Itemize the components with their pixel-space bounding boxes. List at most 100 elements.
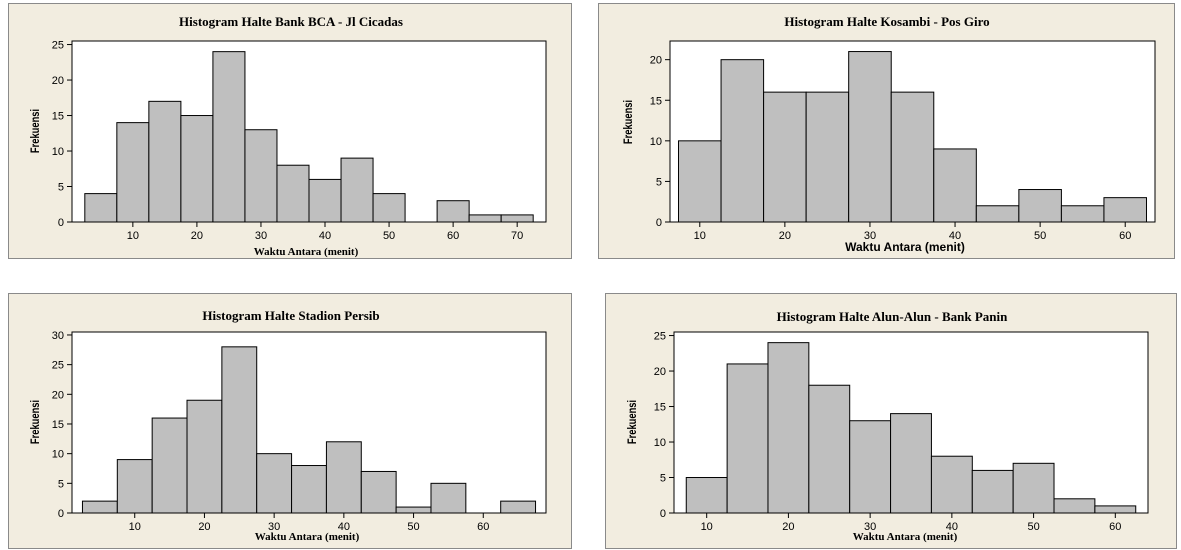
histogram-bar (890, 91, 935, 223)
histogram-bar (726, 363, 769, 514)
chart-title: Histogram Halte Stadion Persib (202, 308, 379, 323)
x-axis-label: Waktu Antara (menit) (255, 531, 360, 543)
x-tick-label: 30 (268, 521, 280, 533)
y-tick-label: 5 (656, 176, 662, 188)
x-tick-label: 50 (407, 521, 419, 533)
histogram-bar (340, 157, 374, 223)
chart-title: Histogram Halte Bank BCA - Jl Cicadas (179, 14, 403, 29)
plot-area: 0 5 10 15 20 25 30 10 20 30 40 50 60 (52, 330, 547, 533)
y-tick-label: 0 (656, 217, 662, 229)
y-tick-label: 0 (58, 217, 64, 229)
histogram-bar (81, 500, 118, 514)
histogram-bar (395, 506, 432, 514)
histogram-bar (186, 399, 223, 514)
y-tick-label: 20 (650, 55, 662, 67)
histogram-bar (1018, 189, 1062, 223)
y-tick-label: 5 (58, 182, 64, 194)
histogram-bar (325, 441, 362, 514)
histogram-bar (148, 100, 182, 223)
y-axis-label: Frekuensi (626, 400, 639, 444)
x-tick-label: 50 (1027, 521, 1039, 533)
histogram-bar (720, 59, 765, 223)
histogram-bar (308, 178, 342, 223)
y-tick-label: 10 (650, 136, 662, 148)
histogram-bar (151, 417, 188, 514)
plot-area: 0 5 10 15 20 10 20 30 40 50 60 (650, 40, 1156, 242)
x-tick-label: 40 (319, 230, 331, 242)
histogram-bar (430, 482, 467, 514)
x-tick-label: 40 (946, 521, 958, 533)
y-tick-label: 10 (654, 437, 666, 449)
x-tick-label: 20 (191, 230, 203, 242)
y-tick-label: 15 (650, 95, 662, 107)
x-tick-label: 50 (1034, 230, 1046, 242)
histogram-bar (933, 148, 977, 223)
histogram-bar (116, 122, 150, 223)
chart-title: Histogram Halte Alun-Alun - Bank Panin (777, 309, 1009, 324)
x-tick-label: 60 (447, 230, 459, 242)
x-tick-label: 10 (127, 230, 139, 242)
histogram-chart: 0 5 10 15 20 25 30 10 20 30 40 50 60 Histogram Halte … (29, 308, 547, 543)
histogram-bar (244, 129, 278, 223)
x-tick-label: 10 (701, 521, 713, 533)
histogram-bar (848, 51, 892, 223)
x-tick-label: 40 (949, 230, 961, 242)
histogram-bar (84, 193, 118, 223)
y-tick-label: 25 (52, 360, 64, 372)
histogram-bar (808, 384, 851, 514)
y-tick-label: 25 (52, 40, 64, 52)
y-tick-label: 25 (654, 331, 666, 343)
plot-area: 0 5 10 15 20 25 10 20 30 40 50 60 (654, 331, 1149, 533)
histogram-bar (372, 193, 406, 223)
histogram-panel-bank-bca: 0 5 10 15 20 25 10 20 30 40 50 60 70 Histogram Halte … (8, 3, 572, 259)
histogram-bar (1053, 498, 1096, 514)
histogram-bar (212, 51, 246, 223)
x-tick-label: 20 (782, 521, 794, 533)
histogram-panel-stadion-persib: 0 5 10 15 20 25 30 10 20 30 40 50 60 Histogram Halte … (8, 293, 572, 549)
histogram-bar (360, 470, 397, 514)
y-tick-label: 0 (660, 508, 666, 520)
x-tick-label: 60 (1109, 521, 1121, 533)
histogram-bar (890, 413, 932, 514)
histogram-bar (1060, 205, 1105, 223)
y-tick-label: 10 (52, 146, 64, 158)
histogram-bar (767, 342, 810, 514)
x-tick-label: 40 (338, 521, 350, 533)
y-tick-label: 5 (660, 473, 666, 485)
histogram-bar (468, 214, 502, 223)
y-tick-label: 15 (654, 402, 666, 414)
x-tick-label: 60 (477, 521, 489, 533)
histogram-bar (180, 115, 214, 223)
histogram-panel-kosambi: 0 5 10 15 20 10 20 30 40 50 60 Histogram Halte Kosa… (598, 3, 1175, 259)
histogram-chart: 0 5 10 15 20 25 10 20 30 40 50 60 70 Histogram Halte … (29, 14, 547, 258)
x-tick-label: 10 (694, 230, 706, 242)
x-tick-label: 20 (198, 521, 210, 533)
histogram-bar (500, 500, 537, 514)
x-tick-label: 30 (864, 230, 876, 242)
y-tick-label: 20 (52, 75, 64, 87)
histogram-bar (805, 91, 850, 223)
y-axis-label: Frekuensi (622, 100, 635, 144)
y-tick-label: 5 (58, 478, 64, 490)
histogram-bar (1103, 197, 1147, 223)
histogram-bar (1012, 462, 1055, 514)
histogram-bar (276, 164, 310, 223)
y-tick-label: 30 (52, 330, 64, 342)
histogram-bar (678, 140, 722, 223)
y-tick-label: 15 (52, 419, 64, 431)
histogram-bar (971, 469, 1014, 514)
x-axis-label: Waktu Antara (menit) (845, 240, 965, 254)
x-tick-label: 60 (1119, 230, 1131, 242)
y-tick-label: 0 (58, 508, 64, 520)
histogram-bar (116, 459, 153, 514)
histogram-bar (291, 465, 327, 514)
x-tick-label: 10 (129, 521, 141, 533)
y-tick-label: 20 (52, 389, 64, 401)
histogram-bar (849, 420, 892, 514)
histogram-bar (685, 477, 728, 514)
y-tick-label: 15 (52, 111, 64, 123)
x-tick-label: 30 (864, 521, 876, 533)
x-tick-label: 70 (511, 230, 523, 242)
histogram-chart: 0 5 10 15 20 25 10 20 30 40 50 60 Histogram Halte Al… (626, 309, 1149, 543)
x-tick-label: 20 (779, 230, 791, 242)
